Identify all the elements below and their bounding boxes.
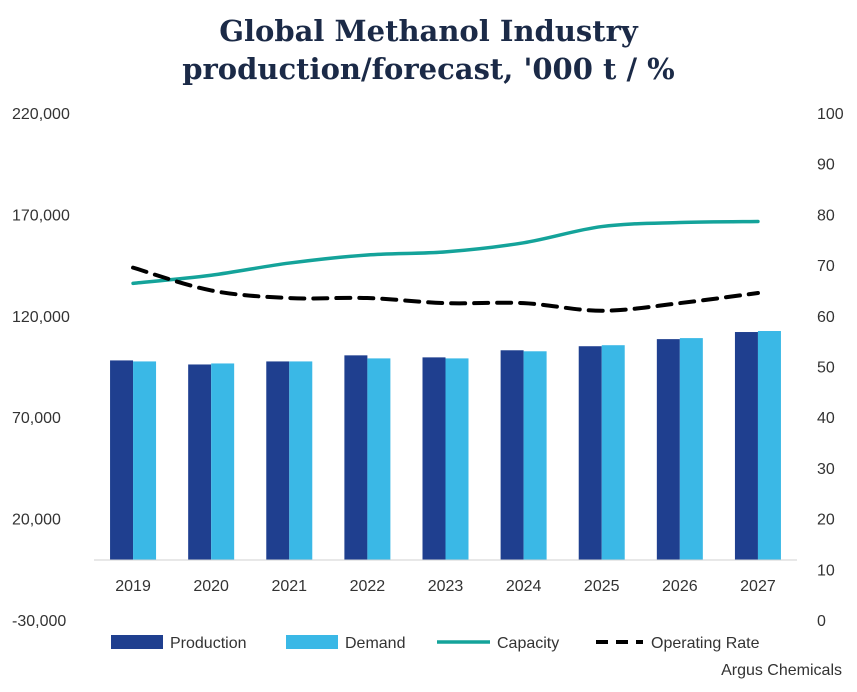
production-bar <box>266 361 290 560</box>
right-axis-tick-label: 40 <box>817 410 835 427</box>
chart-title: Global Methanol Industry production/fore… <box>0 12 857 88</box>
x-axis-tick-label: 2027 <box>740 578 776 595</box>
x-axis-tick-label: 2026 <box>662 578 698 595</box>
production-bar <box>500 350 524 560</box>
legend-swatch-production <box>111 635 163 649</box>
legend-label-operating-rate: Operating Rate <box>651 635 760 652</box>
left-axis-tick-label: 20,000 <box>12 512 61 529</box>
x-axis-tick-label: 2019 <box>115 578 151 595</box>
demand-bar <box>523 351 547 560</box>
right-axis-tick-label: 20 <box>817 512 835 529</box>
right-axis-tick-label: 30 <box>817 461 835 478</box>
right-axis-tick-label: 90 <box>817 157 835 174</box>
demand-bar <box>601 345 625 560</box>
demand-bar <box>445 358 469 560</box>
demand-bar <box>367 358 391 560</box>
chart-title-line2: production/forecast, '000 t / % <box>182 52 675 86</box>
right-axis-tick-label: 80 <box>817 207 835 224</box>
production-bar <box>422 357 446 560</box>
operating-rate-line <box>131 265 760 313</box>
right-axis-tick-label: 10 <box>817 562 835 579</box>
production-bar <box>656 339 680 560</box>
production-bar <box>578 346 602 560</box>
source-label: Argus Chemicals <box>721 662 842 679</box>
demand-bar <box>679 338 703 560</box>
x-axis-tick-label: 2024 <box>506 578 542 595</box>
x-axis-tick-label: 2025 <box>584 578 620 595</box>
left-axis-tick-label: 170,000 <box>12 207 70 224</box>
capacity-line <box>131 219 760 286</box>
x-axis-tick-label: 2021 <box>271 578 307 595</box>
x-axis-tick-label: 2022 <box>350 578 386 595</box>
legend-swatch-demand <box>286 635 338 649</box>
left-axis-tick-label: 70,000 <box>12 410 61 427</box>
chart-title-line1: Global Methanol Industry <box>219 14 638 48</box>
right-axis-tick-label: 60 <box>817 309 835 326</box>
demand-bar <box>289 361 313 560</box>
legend-label-capacity: Capacity <box>497 635 559 652</box>
x-axis-tick-label: 2020 <box>193 578 229 595</box>
demand-bar <box>133 361 157 560</box>
production-bar <box>188 364 212 560</box>
left-axis-tick-label: -30,000 <box>12 613 66 630</box>
legend-label-production: Production <box>170 635 247 652</box>
x-axis-tick-label: 2023 <box>428 578 464 595</box>
production-bar <box>110 360 134 560</box>
right-axis-tick-label: 70 <box>817 258 835 275</box>
left-axis-tick-label: 220,000 <box>12 106 70 123</box>
right-axis-tick-label: 100 <box>817 106 844 123</box>
production-bar <box>344 355 368 560</box>
left-axis-tick-label: 120,000 <box>12 309 70 326</box>
legend-label-demand: Demand <box>345 635 405 652</box>
right-axis-tick-label: 50 <box>817 360 835 377</box>
demand-bar <box>757 331 781 560</box>
demand-bar <box>211 363 235 560</box>
right-axis-tick-label: 0 <box>817 613 826 630</box>
production-bar <box>734 332 758 560</box>
